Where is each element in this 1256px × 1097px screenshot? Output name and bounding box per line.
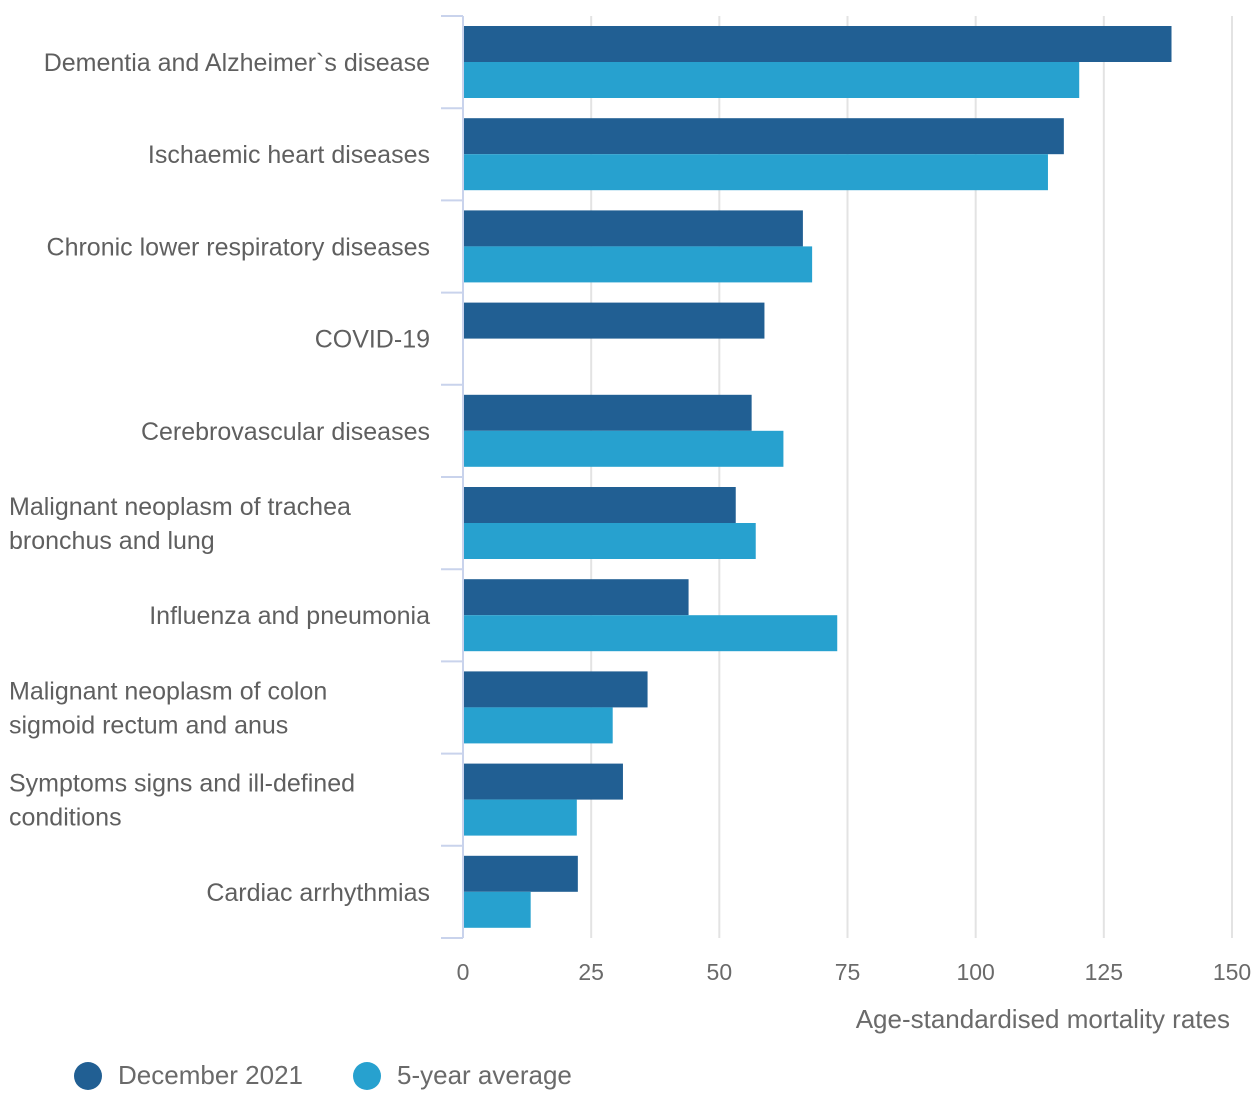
bar-5-year-average[interactable]	[463, 707, 613, 744]
x-axis-title: Age-standardised mortality rates	[856, 1004, 1230, 1034]
bar-december-2021[interactable]	[463, 763, 623, 800]
category-labels: Dementia and Alzheimer`s disease Ischaemi…	[9, 49, 430, 907]
category-label: Malignant neoplasm of trachea	[9, 493, 351, 521]
bar-5-year-average[interactable]	[463, 615, 838, 652]
x-tick-label: 25	[578, 959, 604, 985]
legend-label: 5-year average	[397, 1060, 572, 1090]
x-tick-label: 75	[835, 959, 861, 985]
category-label: conditions	[9, 804, 122, 832]
category-label: sigmoid rectum and anus	[9, 711, 288, 739]
category-label: Ischaemic heart diseases	[148, 141, 430, 169]
x-axis-ticks: 0 25 50 75 100 125 150	[457, 959, 1252, 985]
bar-december-2021[interactable]	[463, 855, 578, 892]
bar-december-2021[interactable]	[463, 302, 765, 339]
bar-december-2021[interactable]	[463, 579, 689, 616]
legend-item-5-year-average[interactable]: 5-year average	[353, 1060, 572, 1091]
x-tick-label: 50	[707, 959, 733, 985]
bar-december-2021[interactable]	[463, 394, 752, 431]
legend-item-december-2021[interactable]: December 2021	[74, 1060, 303, 1091]
bar-5-year-average[interactable]	[463, 430, 784, 467]
category-label: COVID-19	[315, 326, 430, 354]
bar-december-2021[interactable]	[463, 671, 648, 708]
bar-december-2021[interactable]	[463, 26, 1172, 62]
category-label: Dementia and Alzheimer`s disease	[44, 49, 430, 77]
x-tick-label: 125	[1085, 959, 1123, 985]
bar-december-2021[interactable]	[463, 487, 736, 523]
bar-5-year-average[interactable]	[463, 523, 756, 559]
bar-december-2021[interactable]	[463, 210, 803, 247]
legend-marker	[353, 1061, 381, 1090]
category-label: Symptoms signs and ill-defined	[9, 770, 355, 798]
category-label: Influenza and pneumonia	[149, 602, 430, 630]
legend: December 2021 5-year average	[74, 1060, 622, 1091]
bar-5-year-average[interactable]	[463, 891, 531, 928]
bars	[463, 26, 1172, 928]
bar-5-year-average[interactable]	[463, 62, 1080, 98]
bar-5-year-average[interactable]	[463, 154, 1048, 191]
category-label: Cerebrovascular diseases	[141, 418, 430, 446]
legend-marker	[74, 1061, 102, 1090]
legend-label: December 2021	[118, 1060, 303, 1090]
category-label: Chronic lower respiratory diseases	[47, 233, 430, 261]
x-tick-label: 100	[956, 959, 994, 985]
category-axis	[441, 15, 464, 939]
category-label: Malignant neoplasm of colon	[9, 677, 327, 705]
bar-5-year-average[interactable]	[463, 799, 577, 836]
bar-5-year-average[interactable]	[463, 246, 813, 283]
x-tick-label: 0	[457, 959, 470, 985]
bar-december-2021[interactable]	[463, 118, 1064, 155]
category-label: Cardiac arrhythmias	[206, 879, 430, 907]
category-label: bronchus and lung	[9, 527, 215, 555]
x-tick-label: 150	[1213, 959, 1251, 985]
